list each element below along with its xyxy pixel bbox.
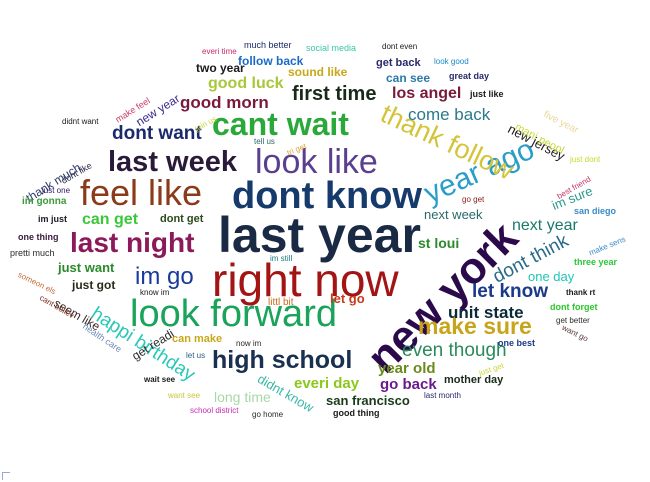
word: five year xyxy=(541,109,581,137)
word: follow back xyxy=(238,54,304,68)
word: mother day xyxy=(444,374,504,386)
word: can see xyxy=(386,71,431,85)
word: good thing xyxy=(333,408,380,418)
word: one best xyxy=(498,338,536,348)
word: go get xyxy=(462,195,485,204)
word: school district xyxy=(190,406,239,415)
word: thank rt xyxy=(566,288,596,297)
word: can make xyxy=(172,333,223,345)
word: im go xyxy=(135,263,194,290)
word: im still xyxy=(270,254,293,263)
word: wait see xyxy=(144,375,176,384)
word: last year xyxy=(218,207,421,263)
word: get better xyxy=(556,316,590,325)
word: first time xyxy=(292,83,377,105)
word: littl bit xyxy=(268,297,294,308)
word: sound like xyxy=(288,65,348,79)
word: much better xyxy=(244,40,292,50)
word: san diego xyxy=(574,206,617,216)
word: two year xyxy=(196,61,245,75)
word: dont get xyxy=(160,213,204,225)
word: high school xyxy=(212,346,353,374)
word: good luck xyxy=(208,75,284,92)
word: just want xyxy=(58,260,115,275)
word: come back xyxy=(408,105,491,124)
word: san francisco xyxy=(326,393,410,408)
word: know im xyxy=(140,288,170,297)
word: next year xyxy=(512,217,578,234)
word: one thing xyxy=(18,232,59,242)
word: dont forget xyxy=(550,302,598,312)
word: dont want xyxy=(112,123,202,144)
word: great day xyxy=(449,71,490,81)
word: get back xyxy=(376,57,421,69)
word: im just xyxy=(38,214,68,224)
word: want go xyxy=(560,323,590,344)
word: im gonna xyxy=(22,196,67,207)
word: make sens xyxy=(587,234,627,258)
word: last week xyxy=(108,146,237,178)
word: tell us xyxy=(254,137,275,146)
word: good morn xyxy=(180,93,269,112)
word: let know xyxy=(472,281,549,302)
word: unit state xyxy=(448,303,524,322)
word: right now xyxy=(212,254,399,306)
word: cant wait xyxy=(212,106,349,142)
word: feel like xyxy=(80,172,203,213)
corner-mark xyxy=(2,472,10,480)
word: let go xyxy=(330,291,365,306)
word: look good xyxy=(434,57,469,66)
word: someon els xyxy=(16,270,58,297)
word: make sure xyxy=(418,313,532,339)
word: long time xyxy=(214,389,271,405)
word: can get xyxy=(82,211,139,228)
word: just like xyxy=(470,89,504,99)
word: pretti much xyxy=(10,248,55,258)
word: dont even xyxy=(382,42,418,51)
word: go back xyxy=(380,376,437,393)
word: just got xyxy=(72,278,116,292)
word: dont know xyxy=(232,175,422,217)
word: didnt want xyxy=(62,117,99,126)
word: last month xyxy=(424,391,461,400)
word: everi day xyxy=(294,375,360,392)
word: look forward xyxy=(130,293,337,335)
word: last night xyxy=(70,227,195,258)
word: look like xyxy=(255,143,378,181)
word: go home xyxy=(252,410,284,419)
word: even though xyxy=(402,340,507,361)
word: three year xyxy=(574,257,618,267)
word: everi time xyxy=(202,47,237,56)
word: just dont xyxy=(570,155,601,164)
word: social media xyxy=(306,43,357,53)
word: let us xyxy=(186,351,206,360)
word: st loui xyxy=(418,235,460,251)
word: los angel xyxy=(392,85,462,102)
word: now im xyxy=(236,339,262,348)
word: next week xyxy=(424,207,483,222)
word: just one xyxy=(42,186,71,195)
word: one day xyxy=(528,269,575,284)
word: year old xyxy=(378,360,436,377)
word: want see xyxy=(168,391,201,400)
